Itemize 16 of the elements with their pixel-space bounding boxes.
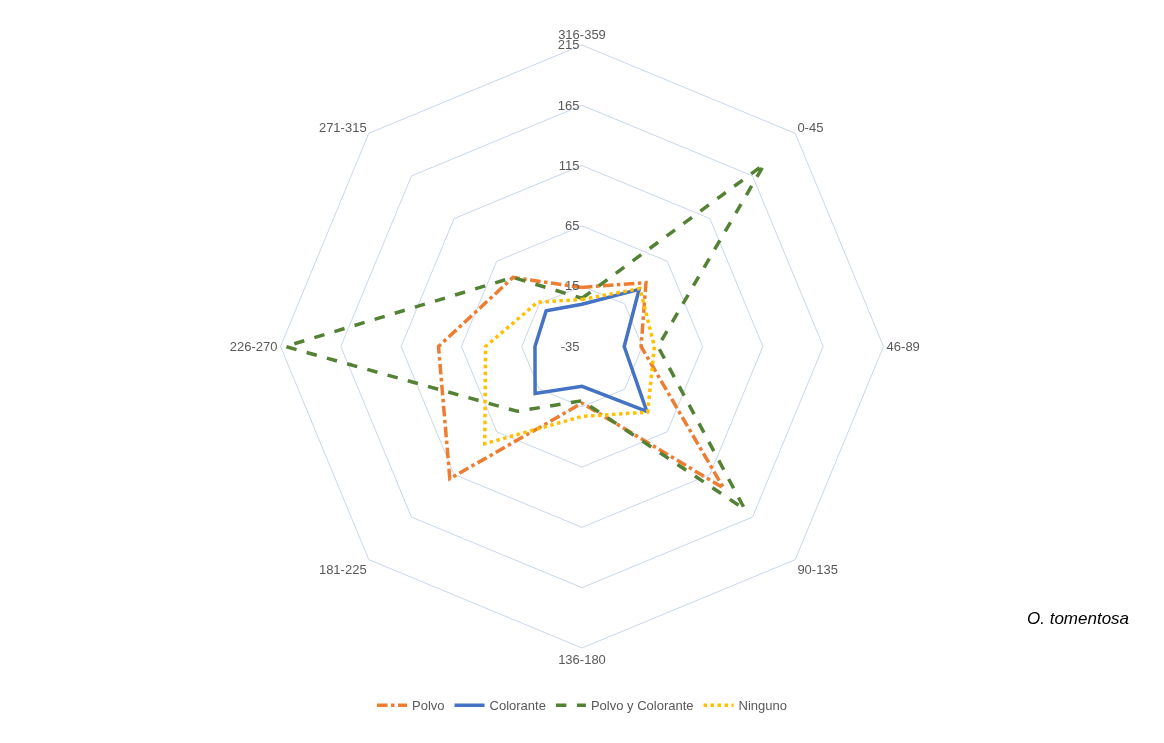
spoke-label: 90-135 [797,562,838,578]
legend-label: Polvo [412,698,445,714]
spoke-label: 271-315 [318,120,367,136]
y-tick-label: 115 [558,157,580,173]
legend-label: Polvo y Colorante [590,698,694,714]
spoke-label: 136-180 [558,652,606,668]
spoke-label: 181-225 [318,562,367,578]
spoke-label: 226-270 [229,339,278,355]
spoke-label: 0-45 [797,120,824,136]
spoke-label: 46-89 [886,339,920,355]
legend-label: Colorante [489,698,546,714]
y-tick-label: -35 [560,338,580,354]
y-tick-label: 65 [565,218,580,234]
y-tick-label: 165 [557,97,580,113]
text: O. tomentosa [1027,609,1130,628]
legend-label: Ninguno [738,698,787,714]
